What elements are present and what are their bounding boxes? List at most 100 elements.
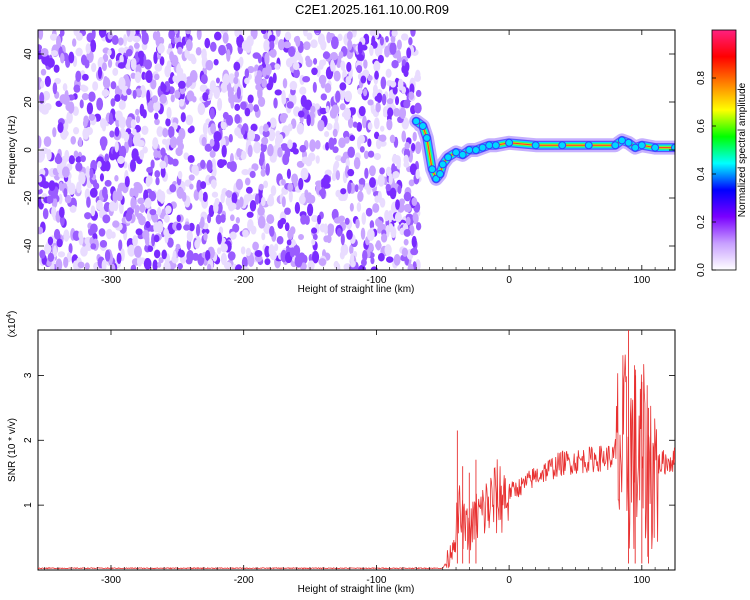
noise-cell [178, 80, 186, 89]
noise-cell [108, 112, 113, 126]
noise-cell [385, 183, 391, 192]
noise-cell [234, 103, 241, 111]
noise-cell [325, 142, 330, 151]
noise-cell [42, 208, 49, 220]
noise-cell [123, 131, 129, 143]
noise-cell [377, 174, 385, 187]
noise-cell [38, 30, 44, 40]
noise-cell [281, 196, 286, 208]
noise-cell [97, 66, 103, 80]
noise-cell [236, 86, 241, 100]
noise-cell [367, 138, 372, 147]
noise-cell [53, 64, 60, 73]
spectrogram-y-tick-label: 20 [23, 96, 34, 108]
noise-cell [241, 266, 250, 270]
noise-cell [381, 93, 387, 106]
noise-cell [118, 116, 127, 129]
noise-cell [267, 143, 274, 157]
noise-cell [147, 245, 154, 252]
noise-cell [268, 34, 276, 42]
noise-cell [298, 195, 306, 205]
noise-cell [84, 59, 90, 69]
noise-cell [330, 51, 338, 61]
noise-cell [367, 99, 374, 106]
noise-cell [296, 160, 305, 168]
noise-cell [373, 131, 380, 140]
noise-cell [403, 69, 409, 77]
noise-cell [250, 123, 258, 132]
noise-cell [415, 89, 422, 98]
noise-cell [108, 201, 117, 212]
noise-cell [234, 264, 243, 270]
noise-cell [244, 77, 250, 85]
noise-cell [303, 41, 311, 51]
noise-cell [209, 41, 217, 52]
noise-cell [52, 245, 58, 258]
noise-cell [389, 41, 397, 55]
noise-cell [287, 139, 293, 150]
noise-cell [47, 252, 55, 263]
noise-cell [221, 144, 227, 158]
noise-cell [208, 204, 215, 218]
noise-cell [380, 76, 387, 90]
noise-cell [119, 54, 124, 65]
noise-cell [270, 185, 277, 197]
noise-cell [220, 213, 226, 223]
noise-cell [170, 94, 175, 103]
noise-cell [339, 103, 346, 111]
noise-cell [264, 52, 270, 66]
snr-panel: -300 -200 -100 0 100 1 2 3 Height of straight … [6, 311, 676, 595]
noise-cell [318, 258, 327, 266]
noise-cell [245, 247, 251, 257]
noise-cell [338, 51, 344, 59]
snr-y-tick-label: 1 [23, 502, 34, 508]
noise-cell [209, 107, 215, 120]
noise-cell [347, 39, 353, 51]
noise-cell [345, 76, 352, 85]
noise-cell [280, 113, 289, 120]
noise-cell [134, 245, 142, 258]
noise-cell [338, 194, 346, 202]
noise-cell [136, 212, 144, 221]
noise-cell [78, 230, 83, 240]
noise-cell [378, 140, 387, 147]
noise-cell [104, 179, 112, 187]
noise-cell [137, 197, 145, 205]
noise-cell [255, 83, 261, 91]
noise-cell [89, 168, 94, 179]
noise-cell [386, 256, 394, 263]
spectrogram-y-tick-label: 0 [23, 147, 34, 153]
noise-cell [58, 181, 64, 191]
noise-cell [75, 156, 82, 163]
noise-cell [403, 154, 409, 165]
noise-cell [283, 41, 291, 49]
colorbar-tick-label: 0.2 [696, 215, 707, 229]
noise-cell [272, 72, 277, 84]
noise-cell [403, 191, 412, 202]
noise-cell [355, 218, 360, 229]
noise-cell [104, 249, 111, 262]
noise-cell [76, 181, 82, 194]
noise-cell [166, 60, 172, 69]
noise-cell [247, 218, 254, 232]
noise-cell [297, 110, 305, 118]
noise-cell [404, 142, 410, 150]
noise-cell [400, 33, 409, 41]
noise-cell [370, 257, 375, 265]
noise-cell [162, 138, 168, 145]
noise-cell [372, 203, 380, 213]
noise-cell [363, 59, 368, 69]
noise-cell [344, 136, 350, 144]
noise-cell [313, 30, 320, 34]
noise-cell [220, 252, 227, 266]
noise-cell [367, 75, 373, 82]
noise-cell [156, 220, 164, 234]
noise-cell [239, 196, 244, 208]
noise-cell [336, 262, 341, 270]
noise-cell [343, 107, 352, 121]
noise-cell [392, 154, 397, 164]
noise-cell [183, 152, 190, 160]
colorbar-ticks: 0.0 0.2 0.4 0.6 0.8 [696, 71, 716, 277]
noise-cell [167, 157, 174, 165]
spectrogram-y-ticks: -40 -20 0 20 40 [23, 48, 675, 253]
